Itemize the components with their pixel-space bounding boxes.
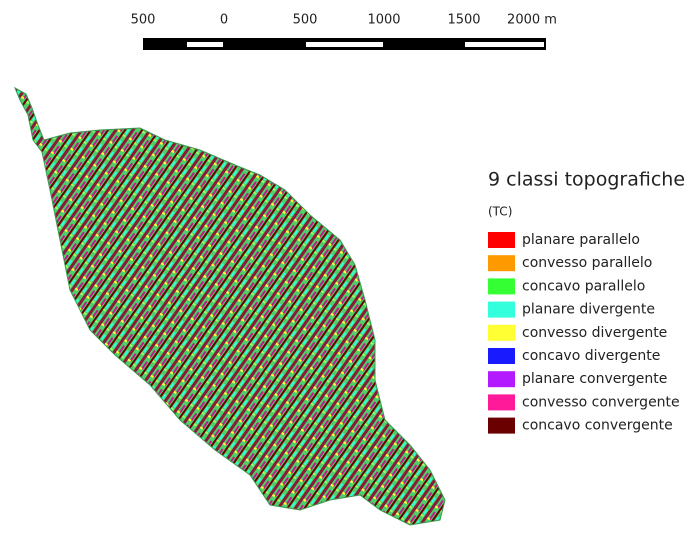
legend-label: convesso parallelo (522, 255, 652, 271)
scale-label: 1000 (367, 13, 400, 28)
legend-label: concavo convergente (522, 418, 673, 434)
map: 500 0 500 1000 1500 2000 m 9 classi topografi… (0, 0, 686, 541)
scale-label: 1500 (447, 13, 480, 28)
scale-labels: 500 0 500 1000 1500 2000 m (131, 13, 557, 28)
legend-swatch (488, 394, 515, 410)
scale-bar (143, 38, 546, 50)
legend-swatch (488, 348, 515, 364)
legend: 9 classi topografiche (TC) planare paral… (488, 169, 685, 434)
legend-swatch (488, 278, 515, 294)
watershed-map (15, 88, 445, 525)
legend-swatch (488, 302, 515, 318)
scale-label: 2000 m (507, 13, 557, 28)
legend-swatch (488, 232, 515, 248)
scale-label: 500 (293, 13, 318, 28)
legend-swatch (488, 371, 515, 387)
legend-subtitle: (TC) (488, 205, 512, 219)
legend-swatch (488, 255, 515, 271)
legend-label: planare parallelo (522, 232, 640, 248)
legend-title: 9 classi topografiche (488, 169, 685, 191)
legend-label: convesso divergente (522, 325, 667, 341)
legend-label: concavo parallelo (522, 278, 645, 294)
legend-swatch (488, 418, 515, 434)
scale-label: 500 (131, 13, 156, 28)
scale-label: 0 (220, 13, 228, 28)
page: {"scale_bar": {"labels": ["500", "0", "5… (0, 0, 686, 541)
legend-label: concavo divergente (522, 348, 660, 364)
legend-label: convesso convergente (522, 394, 680, 410)
legend-label: planare convergente (522, 371, 667, 387)
legend-swatch (488, 325, 515, 341)
legend-label: planare divergente (522, 302, 655, 318)
